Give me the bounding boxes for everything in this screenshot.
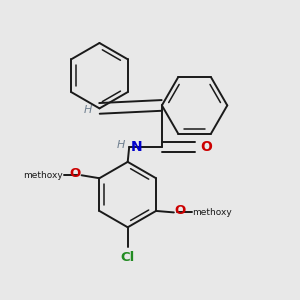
Text: methoxy: methoxy: [23, 171, 63, 180]
Text: O: O: [70, 167, 81, 180]
Text: N: N: [131, 140, 142, 154]
Text: Cl: Cl: [121, 251, 135, 264]
Text: H: H: [84, 105, 92, 115]
Text: O: O: [200, 140, 212, 154]
Text: H: H: [116, 140, 125, 150]
Text: O: O: [175, 204, 186, 218]
Text: methoxy: methoxy: [192, 208, 232, 217]
